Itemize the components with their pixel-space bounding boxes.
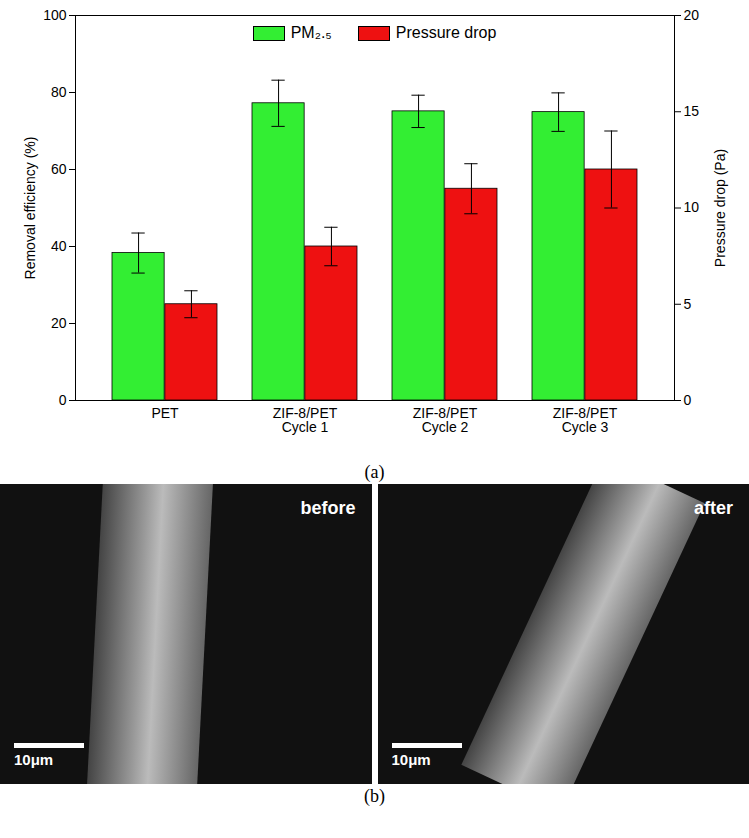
svg-text:ZIF-8/PETCycle 1: ZIF-8/PETCycle 1 xyxy=(273,405,338,435)
html-text:PM₂.₅: PM₂.₅ xyxy=(290,24,332,41)
svg-text:20: 20 xyxy=(51,315,67,331)
svg-text:ZIF-8/PETCycle 3: ZIF-8/PETCycle 3 xyxy=(553,405,618,435)
html-text:(a): (a) xyxy=(364,462,385,482)
svg-text:10: 10 xyxy=(684,199,700,215)
svg-text:100: 100 xyxy=(43,7,67,23)
svg-text:0: 0 xyxy=(684,392,692,408)
svg-text:5: 5 xyxy=(684,296,692,312)
svg-text:80: 80 xyxy=(51,84,67,100)
svg-text:ZIF-8/PETCycle 2: ZIF-8/PETCycle 2 xyxy=(413,405,478,435)
html-text:before: before xyxy=(300,498,356,518)
svg-text:20: 20 xyxy=(684,7,700,23)
html-text:Pressure drop: Pressure drop xyxy=(395,24,497,41)
svg-text:40: 40 xyxy=(51,238,67,254)
svg-text:Pressure drop (Pa): Pressure drop (Pa) xyxy=(712,149,728,267)
svg-text:60: 60 xyxy=(51,161,67,177)
svg-text:15: 15 xyxy=(684,103,700,119)
html-text:(b): (b) xyxy=(364,786,385,806)
html-text:10μm: 10μm xyxy=(391,751,431,768)
html-text:10μm: 10μm xyxy=(14,751,54,768)
html-text:after: after xyxy=(694,498,733,518)
svg-text:PET: PET xyxy=(151,405,179,421)
svg-text:0: 0 xyxy=(59,392,67,408)
svg-text:Removal efficiency (%): Removal efficiency (%) xyxy=(22,137,38,280)
